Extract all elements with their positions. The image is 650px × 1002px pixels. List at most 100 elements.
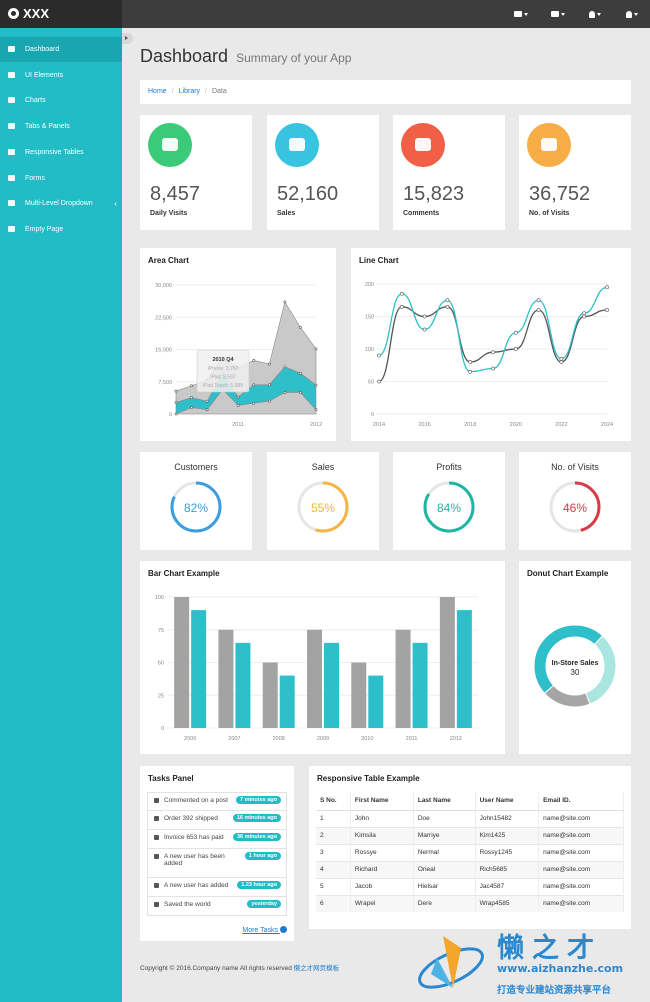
- task-item[interactable]: Saved the world yesterday: [147, 897, 287, 916]
- table-header-cell: S No.: [316, 792, 351, 811]
- task-text: A new user has been added: [164, 853, 225, 867]
- x-tick-label: 2016: [418, 422, 430, 428]
- line-point: [491, 366, 495, 371]
- tooltip-title: 2010 Q4: [212, 357, 234, 363]
- table-row: 2 Kimsila Marriye Kim1425 name@site.com: [316, 826, 624, 844]
- line-point: [582, 314, 587, 319]
- area-point: [252, 383, 256, 387]
- tooltip-line: iPhone: 3,767: [208, 366, 239, 372]
- y-tick-label: 50: [368, 380, 374, 386]
- bar: [191, 610, 207, 728]
- truck-icon: [154, 816, 159, 821]
- table-header-cell: User Name: [475, 792, 540, 811]
- table-cell: name@site.com: [538, 826, 624, 844]
- y-tick-label: 150: [365, 315, 374, 321]
- line-point: [513, 330, 518, 335]
- watermark-url: www.aizhanzhe.com: [497, 962, 624, 975]
- sidebar-item-responsive-tables[interactable]: Responsive Tables: [0, 140, 122, 165]
- table-cell: Rossy1245: [475, 843, 540, 861]
- sidebar-item-dashboard[interactable]: Dashboard: [0, 37, 122, 62]
- tasks-panel-title: Tasks Panel: [148, 774, 194, 783]
- more-tasks-link[interactable]: More Tasks: [242, 926, 287, 934]
- breadcrumb-home[interactable]: Home: [148, 88, 167, 95]
- y-tick-label: 75: [158, 628, 164, 634]
- breadcrumb-library[interactable]: Library: [178, 88, 201, 95]
- line-chart-panel: Line Chart 0 50 100 150 200 2014 2016 2018 2020 2…: [351, 248, 631, 441]
- area-point: [299, 325, 302, 329]
- table-cell: Hielsar: [413, 877, 476, 895]
- sidebar-item-label: Empty Page: [25, 225, 64, 233]
- task-item[interactable]: A new user has added 1.23 hour ago: [147, 878, 287, 897]
- area-point: [314, 347, 318, 351]
- x-tick-label: 2012: [450, 736, 462, 742]
- table-cell: 2: [316, 826, 351, 844]
- bar: [262, 662, 278, 728]
- tasks-icon[interactable]: [539, 0, 576, 28]
- table-cell: 5: [316, 877, 351, 895]
- task-item[interactable]: Commented on a post 7 minutes ago: [147, 792, 287, 811]
- progress-title: Sales: [311, 462, 335, 472]
- table-cell: Rossye: [350, 843, 414, 861]
- line-point: [377, 379, 381, 384]
- line-point: [445, 298, 450, 303]
- bar: [307, 629, 322, 728]
- table-cell: 1: [316, 809, 351, 827]
- line-point: [582, 311, 587, 316]
- user-icon[interactable]: [613, 0, 650, 28]
- stat-value: 52,160: [277, 183, 339, 205]
- task-time-badge: 7 minutes ago: [236, 796, 281, 804]
- page-title: Dashboard Summary of your App: [140, 46, 352, 66]
- x-tick-label: 2011: [232, 422, 244, 428]
- x-tick-label: 2022: [555, 422, 567, 428]
- stat-label: No. of Visits: [529, 210, 570, 217]
- area-point: [205, 408, 209, 412]
- sidebar-item-empty-page[interactable]: Empty Page: [0, 217, 122, 242]
- globe-icon: [154, 902, 159, 907]
- shopping-cart-icon: [289, 138, 305, 151]
- table-cell: Wrapel: [350, 894, 414, 912]
- line-point: [513, 347, 518, 351]
- line-point: [468, 360, 473, 364]
- stat-icon-circle: [275, 123, 319, 167]
- table-cell: name@site.com: [538, 877, 624, 895]
- brand-name: XXX: [23, 6, 50, 21]
- footer-link[interactable]: 懒之才网页模板: [293, 965, 340, 972]
- task-item[interactable]: Invoice 653 has paid 36 minutes ago: [147, 830, 287, 849]
- area-point: [174, 389, 178, 393]
- line-point: [422, 327, 427, 332]
- task-time-badge: 1 hour ago: [244, 852, 281, 860]
- bell-icon[interactable]: [576, 0, 613, 28]
- progress-value: 84%: [437, 501, 461, 515]
- table-row: 4 Richard Orieal Rich5685 name@site.com: [316, 860, 624, 878]
- line-point: [445, 304, 450, 309]
- sidebar-item-tabs-panels[interactable]: Tabs & Panels: [0, 114, 122, 139]
- area-chart-panel: Area Chart 0 7,500 15,000 22,500 30,000 2011 2…: [140, 248, 336, 441]
- progress-title: No. of Visits: [551, 462, 599, 472]
- task-text: A new user has added: [164, 882, 229, 889]
- table-cell: name@site.com: [538, 860, 624, 878]
- brand[interactable]: XXX: [0, 0, 122, 28]
- bar: [218, 629, 234, 728]
- sidebar-item-charts[interactable]: Charts: [0, 88, 122, 113]
- sidebar-item-multi-level-dropdown[interactable]: Multi-Level Dropdown ‹: [0, 191, 122, 216]
- table-header-row: S No. First Name Last Name User Name Email I…: [316, 792, 624, 811]
- tooltip-line: iPad: 3,597: [210, 375, 236, 381]
- table-cell: John15482: [475, 809, 540, 827]
- sidebar-item-ui-elements[interactable]: UI Elements: [0, 63, 122, 88]
- area-point: [174, 412, 178, 416]
- sidebar-item-forms[interactable]: Forms: [0, 166, 122, 191]
- bar: [174, 597, 190, 728]
- progress-card: Sales 55%: [267, 452, 379, 550]
- line-point: [468, 369, 473, 374]
- envelope-icon[interactable]: [502, 0, 539, 28]
- task-time-badge: 36 minutes ago: [232, 833, 281, 841]
- task-item[interactable]: A new user has been added 1 hour ago: [147, 849, 287, 878]
- table-cell: Dere: [413, 894, 476, 912]
- stat-card: 15,823 Comments: [393, 115, 505, 230]
- x-tick-label: 2009: [317, 736, 329, 742]
- table-cell: name@site.com: [538, 894, 624, 912]
- sidebar-toggle-button[interactable]: [122, 33, 133, 44]
- task-item[interactable]: Order 392 shipped 16 minutes ago: [147, 811, 287, 830]
- x-tick-label: 2010: [361, 736, 373, 742]
- stat-value: 8,457: [150, 183, 201, 205]
